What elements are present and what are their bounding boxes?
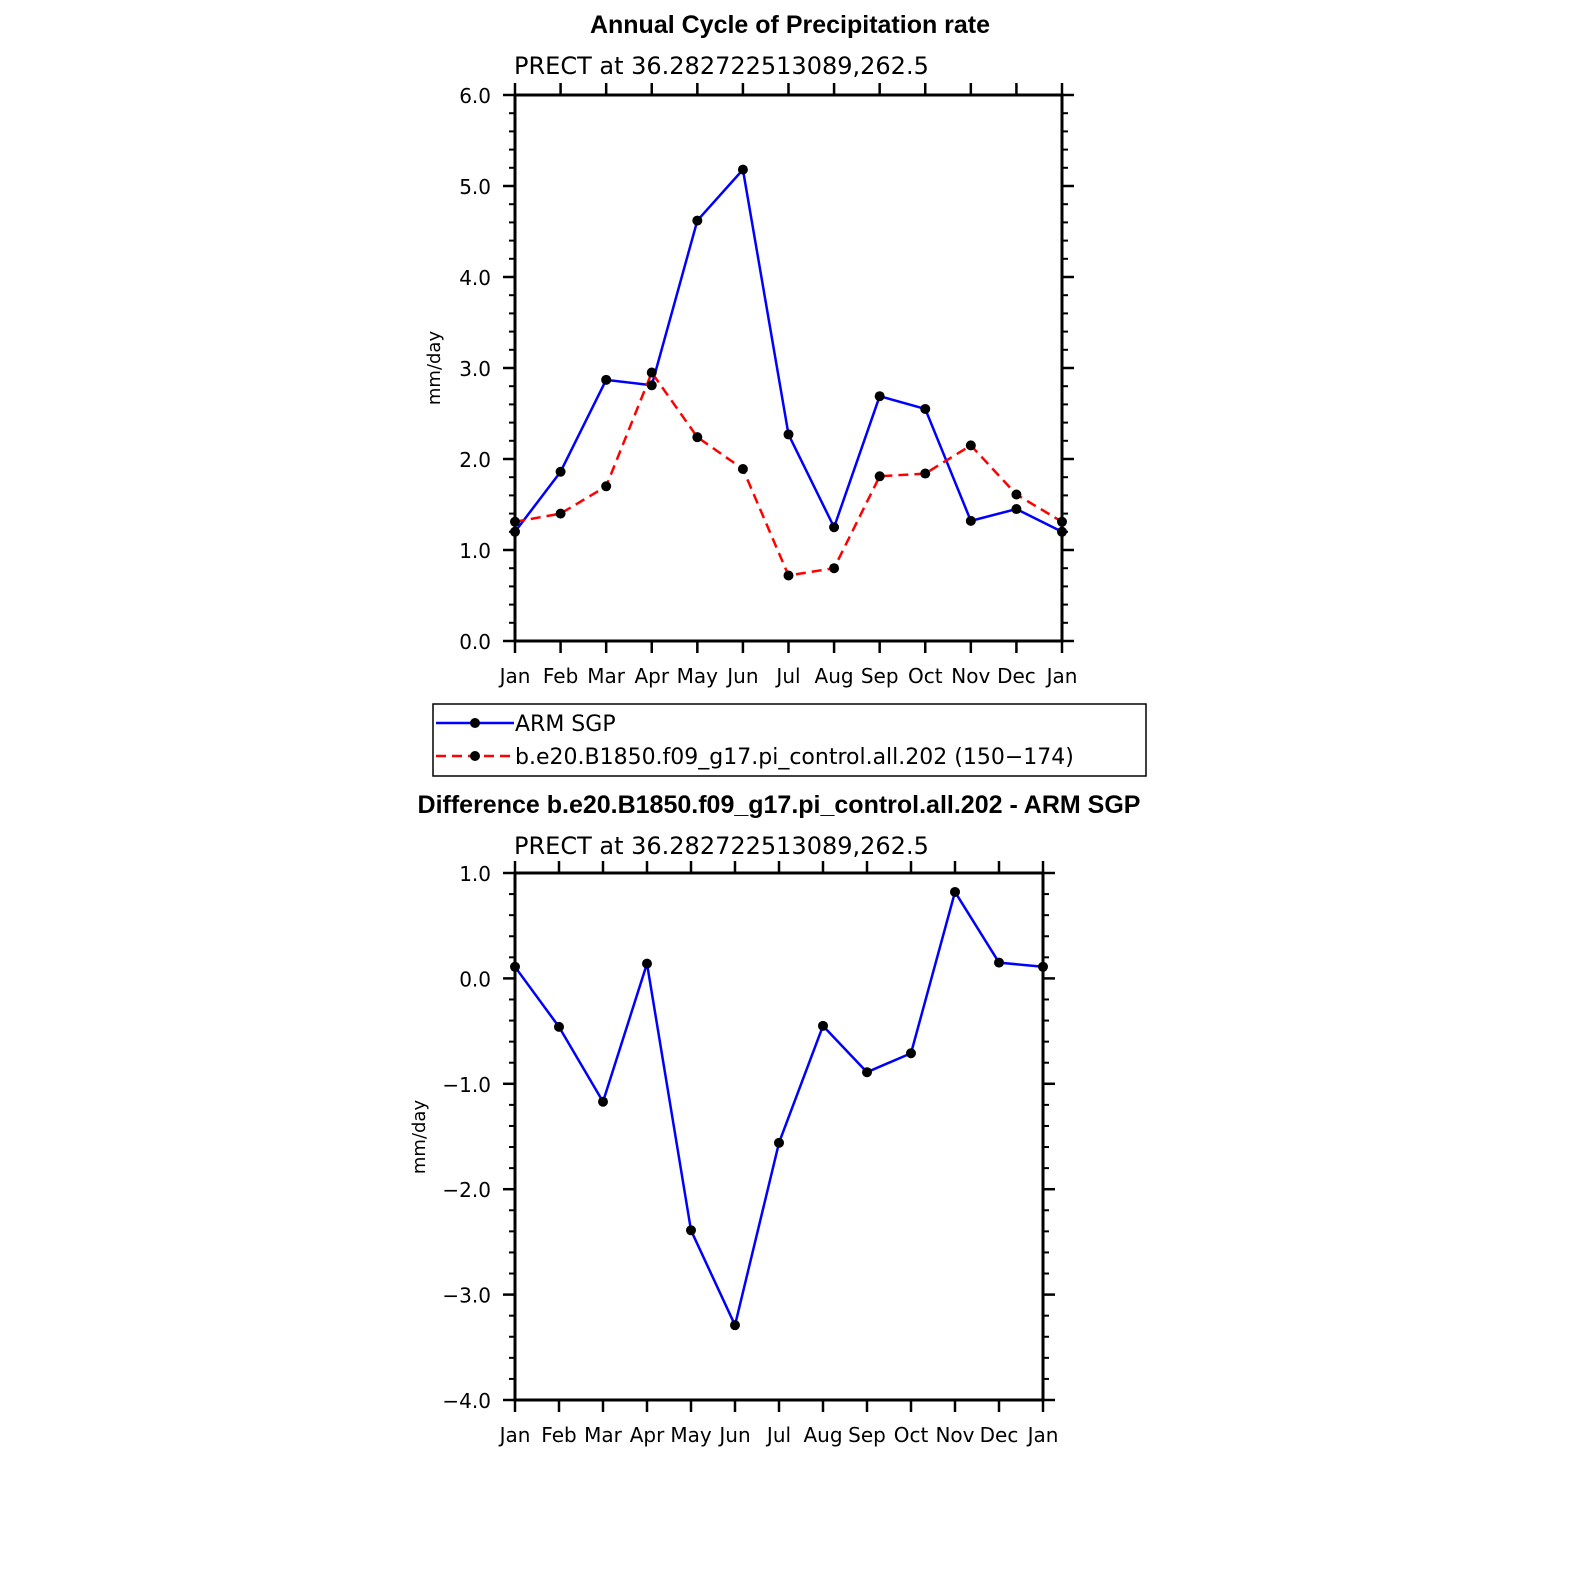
data-point bbox=[598, 1096, 608, 1107]
x-tick-label: Dec bbox=[997, 664, 1036, 688]
x-tick-label: Feb bbox=[543, 664, 578, 688]
data-point bbox=[906, 1048, 916, 1059]
chart1-legend: ARM SGP b.e20.B1850.f09_g17.pi_control.a… bbox=[432, 703, 1147, 777]
data-point bbox=[510, 961, 520, 972]
legend-marker-model bbox=[470, 751, 480, 761]
x-tick-label: May bbox=[677, 664, 719, 688]
data-point bbox=[783, 570, 794, 581]
data-point bbox=[783, 429, 794, 440]
x-tick-label: Jun bbox=[717, 1423, 750, 1447]
chart2-title: Difference b.e20.B1850.f09_g17.pi_contro… bbox=[418, 791, 1141, 819]
plot-frame bbox=[513, 871, 1045, 1402]
y-tick-label: 1.0 bbox=[459, 862, 491, 886]
data-point bbox=[510, 526, 520, 537]
y-tick-label: 0.0 bbox=[459, 630, 491, 654]
legend-box bbox=[432, 703, 1147, 777]
x-tick-label: Jan bbox=[498, 1423, 531, 1447]
y-tick-label: −3.0 bbox=[442, 1284, 491, 1308]
chart1-title: Annual Cycle of Precipitation rate bbox=[590, 11, 990, 39]
x-tick-label: Oct bbox=[908, 664, 943, 688]
x-tick-label: Jan bbox=[1045, 664, 1078, 688]
x-tick-label: Sep bbox=[861, 664, 899, 688]
chart1-ylabel: mm/day bbox=[424, 331, 445, 406]
data-point bbox=[1057, 516, 1067, 527]
chart1-subtitle: PRECT at 36.282722513089,262.5 bbox=[514, 52, 929, 80]
x-tick-label: Sep bbox=[848, 1423, 886, 1447]
x-tick-label: Oct bbox=[894, 1423, 929, 1447]
data-point bbox=[646, 367, 657, 378]
x-tick-label: Aug bbox=[803, 1423, 842, 1447]
y-tick-label: 1.0 bbox=[459, 539, 491, 563]
x-tick-label: Jul bbox=[774, 664, 800, 688]
data-point bbox=[994, 957, 1004, 968]
data-point bbox=[692, 432, 703, 443]
x-tick-label: Nov bbox=[935, 1423, 974, 1447]
data-point bbox=[818, 1020, 828, 1031]
data-point bbox=[965, 515, 976, 526]
data-point bbox=[646, 380, 657, 391]
x-tick-label: Apr bbox=[630, 1423, 665, 1447]
x-tick-label: May bbox=[670, 1423, 712, 1447]
data-point bbox=[862, 1067, 872, 1078]
x-tick-label: Nov bbox=[951, 664, 990, 688]
plot-frame bbox=[513, 93, 1064, 643]
data-point bbox=[554, 1021, 564, 1032]
data-point bbox=[1011, 504, 1022, 515]
x-tick-label: Mar bbox=[584, 1423, 623, 1447]
legend-marker-obs bbox=[470, 718, 480, 728]
data-point bbox=[920, 468, 931, 479]
data-point bbox=[555, 466, 566, 477]
data-point bbox=[737, 164, 748, 175]
data-point bbox=[555, 508, 566, 519]
data-point bbox=[601, 374, 612, 385]
data-point bbox=[829, 522, 840, 533]
y-tick-label: −4.0 bbox=[442, 1389, 491, 1413]
series-line-model bbox=[514, 371, 1063, 577]
x-tick-label: Jul bbox=[765, 1423, 791, 1447]
x-tick-label: Mar bbox=[587, 664, 626, 688]
x-tick-label: Dec bbox=[980, 1423, 1019, 1447]
y-tick-label: 0.0 bbox=[459, 967, 491, 991]
x-tick-label: Aug bbox=[815, 664, 854, 688]
chart2-subtitle: PRECT at 36.282722513089,262.5 bbox=[514, 832, 929, 860]
data-point bbox=[950, 886, 960, 897]
legend-label-model: b.e20.B1850.f09_g17.pi_control.all.202 (… bbox=[515, 745, 1074, 770]
series-line-obs bbox=[513, 890, 1044, 1327]
data-point bbox=[965, 440, 976, 451]
data-point bbox=[692, 215, 703, 226]
data-point bbox=[920, 403, 931, 414]
y-tick-label: 4.0 bbox=[459, 266, 491, 290]
y-tick-label: 3.0 bbox=[459, 357, 491, 381]
x-tick-label: Jan bbox=[498, 664, 531, 688]
data-point bbox=[510, 516, 520, 527]
x-tick-label: Jan bbox=[1026, 1423, 1059, 1447]
data-point bbox=[1011, 489, 1022, 500]
data-point bbox=[774, 1137, 784, 1148]
data-point bbox=[686, 1225, 696, 1236]
x-tick-label: Apr bbox=[634, 664, 669, 688]
chart1-plot: Jan Feb Mar Apr May Jun Jul Aug Sep Oct Nov Dec Jan 0… bbox=[459, 83, 1077, 688]
y-tick-label: 6.0 bbox=[459, 84, 491, 108]
chart2-ylabel: mm/day bbox=[409, 1100, 430, 1175]
data-point bbox=[737, 464, 748, 475]
series-line-obs bbox=[514, 168, 1063, 533]
y-tick-label: −2.0 bbox=[442, 1178, 491, 1202]
data-point bbox=[642, 958, 652, 969]
legend-label-obs: ARM SGP bbox=[515, 712, 616, 737]
data-point bbox=[874, 391, 885, 402]
x-tick-label: Jun bbox=[725, 664, 758, 688]
data-point bbox=[730, 1320, 740, 1331]
chart2-plot: Jan Feb Mar Apr May Jun Jul Aug Sep Oct Nov Dec Jan−… bbox=[442, 861, 1058, 1447]
y-tick-label: 5.0 bbox=[459, 175, 491, 199]
x-tick-label: Feb bbox=[541, 1423, 576, 1447]
y-tick-label: 2.0 bbox=[459, 448, 491, 472]
y-tick-label: −1.0 bbox=[442, 1073, 491, 1097]
data-point bbox=[829, 563, 840, 574]
data-point bbox=[874, 471, 885, 482]
data-point bbox=[1038, 961, 1048, 972]
data-point bbox=[601, 481, 612, 492]
data-point bbox=[1057, 526, 1067, 537]
